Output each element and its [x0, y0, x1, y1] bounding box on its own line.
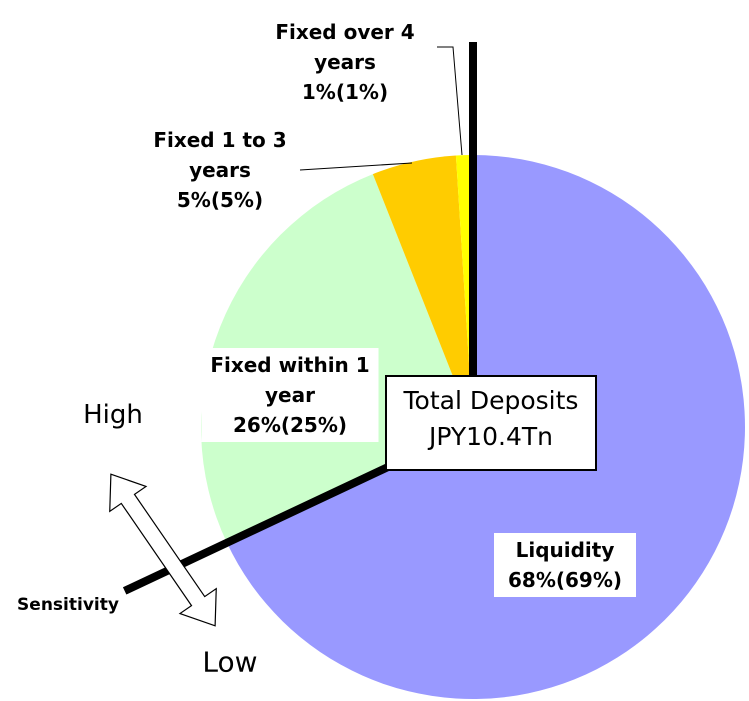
value-label: 26%(25%) — [232, 413, 348, 437]
arrow-shape — [109, 473, 217, 627]
slice-label: Fixed 1 to 3 years 5%(5%) — [138, 125, 303, 215]
category-label: Fixed over 4 years — [275, 20, 415, 74]
slice-label: Fixed over 4 years 1%(1%) — [263, 17, 428, 107]
value-label: 68%(69%) — [507, 568, 623, 592]
center-box: Total Deposits JPY10.4Tn — [385, 375, 597, 471]
sensitivity-arrow — [109, 473, 217, 627]
leader-line — [437, 46, 463, 156]
category-label: Fixed 1 to 3 years — [153, 128, 287, 182]
center-label: Total Deposits — [403, 386, 579, 415]
category-label: Fixed within 1 year — [210, 353, 370, 407]
leader-line — [299, 162, 413, 171]
center-label: JPY10.4Tn — [429, 422, 553, 451]
pie-slice — [455, 155, 473, 427]
pie-slice — [372, 155, 473, 427]
axis-label: Sensitivity — [17, 595, 119, 615]
high-label: High — [83, 400, 143, 430]
slice-label: Liquidity 68%(69%) — [494, 533, 636, 597]
low-label: Low — [202, 645, 258, 679]
slice-label: Fixed within 1 year 26%(25%) — [201, 348, 379, 442]
value-label: 1%(1%) — [301, 80, 389, 104]
value-label: 5%(5%) — [176, 188, 264, 212]
category-label: Liquidity — [515, 538, 615, 562]
